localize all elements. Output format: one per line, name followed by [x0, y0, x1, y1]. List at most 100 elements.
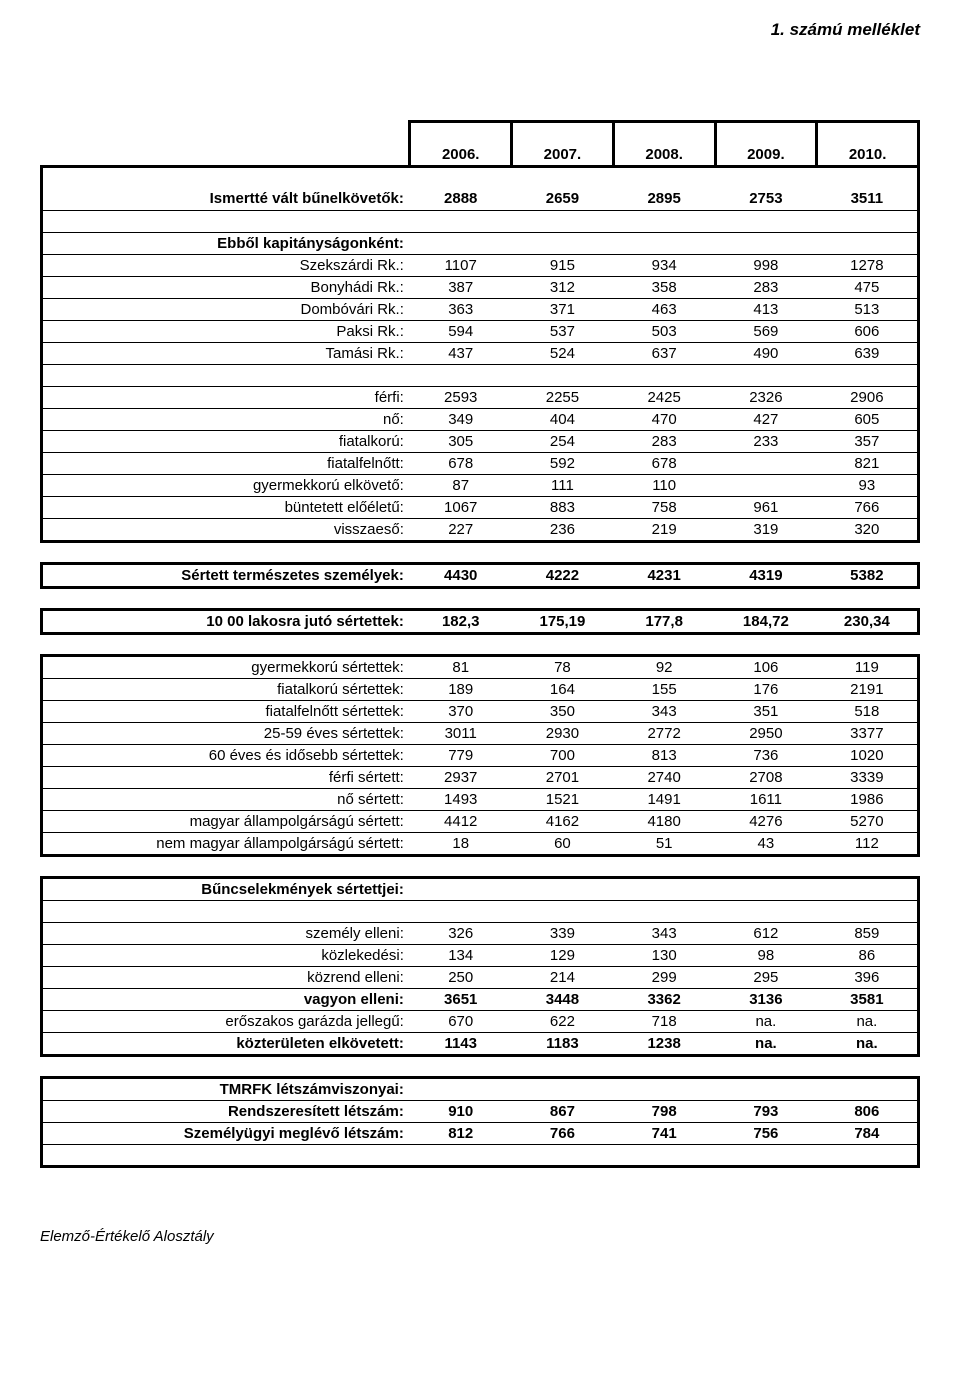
row-cell: 283 — [715, 276, 817, 298]
row-cell: 2937 — [410, 766, 512, 788]
row-cell: 859 — [817, 922, 919, 944]
row-cell: 233 — [715, 430, 817, 452]
row-cell: 821 — [817, 452, 919, 474]
row-cell: 1491 — [613, 788, 715, 810]
row-cell: 343 — [613, 700, 715, 722]
row-cell: 622 — [512, 1010, 614, 1032]
table-row: nő:349404470427605 — [42, 408, 919, 430]
row-label: visszaeső: — [42, 518, 410, 541]
row-cell: 254 — [512, 430, 614, 452]
row-cell: 784 — [817, 1122, 919, 1144]
row-label: Dombóvári Rk.: — [42, 298, 410, 320]
row-cell: 339 — [512, 922, 614, 944]
spacer-row — [42, 633, 919, 655]
table-row: visszaeső:227236219319320 — [42, 518, 919, 541]
table-row: nem magyar állampolgárságú sértett:18605… — [42, 832, 919, 855]
row-cell: 2593 — [410, 386, 512, 408]
page-title: 1. számú melléklet — [40, 20, 920, 40]
row-cell: 227 — [410, 518, 512, 541]
row-cell: 2659 — [512, 188, 614, 210]
row-cell — [715, 474, 817, 496]
row-cell: 2701 — [512, 766, 614, 788]
row-cell: 4412 — [410, 810, 512, 832]
row-cell: 2930 — [512, 722, 614, 744]
row-cell: 4430 — [410, 563, 512, 587]
row-cell: 741 — [613, 1122, 715, 1144]
row-label: magyar állampolgárságú sértett: — [42, 810, 410, 832]
row-cell: 592 — [512, 452, 614, 474]
row-cell: 678 — [410, 452, 512, 474]
table-row: Szekszárdi Rk.:11079159349981278 — [42, 254, 919, 276]
row-cell: 3011 — [410, 722, 512, 744]
row-label: fiatalfelnőtt: — [42, 452, 410, 474]
row-cell: 2950 — [715, 722, 817, 744]
row-cell: 1067 — [410, 496, 512, 518]
footer-text: Elemző-Értékelő Alosztály — [40, 1228, 920, 1245]
table-row: büntetett előéletű:1067883758961766 — [42, 496, 919, 518]
row-cell: 637 — [613, 342, 715, 364]
row-cell: 175,19 — [512, 609, 614, 633]
spacer-row — [42, 210, 919, 232]
row-cell: 437 — [410, 342, 512, 364]
row-cell: 793 — [715, 1100, 817, 1122]
row-label: nem magyar állampolgárságú sértett: — [42, 832, 410, 855]
row-cell: 370 — [410, 700, 512, 722]
row-label: 60 éves és idősebb sértettek: — [42, 744, 410, 766]
row-label: Tamási Rk.: — [42, 342, 410, 364]
table-header-top — [42, 122, 919, 144]
table-row: Rendszeresített létszám:910867798793806 — [42, 1100, 919, 1122]
table-row: személy elleni:326339343612859 — [42, 922, 919, 944]
row-cell: 18 — [410, 832, 512, 855]
row-label: Szekszárdi Rk.: — [42, 254, 410, 276]
row-cell: 3362 — [613, 988, 715, 1010]
table-row: Ebből kapitányságonként: — [42, 232, 919, 254]
row-cell: 119 — [817, 655, 919, 678]
row-label: TMRFK létszámviszonyai: — [42, 1077, 410, 1100]
row-cell: 404 — [512, 408, 614, 430]
row-cell: 1238 — [613, 1032, 715, 1055]
row-cell: 3448 — [512, 988, 614, 1010]
spacer-row — [42, 855, 919, 877]
row-cell: na. — [817, 1032, 919, 1055]
spacer-row — [42, 587, 919, 609]
spacer-row — [42, 166, 919, 188]
row-cell: 106 — [715, 655, 817, 678]
row-cell: 5270 — [817, 810, 919, 832]
row-cell: 1611 — [715, 788, 817, 810]
row-cell: 387 — [410, 276, 512, 298]
row-cell: 230,34 — [817, 609, 919, 633]
row-cell: 189 — [410, 678, 512, 700]
row-cell: 3581 — [817, 988, 919, 1010]
row-cell: 1020 — [817, 744, 919, 766]
table-row: fiatalkorú sértettek:1891641551762191 — [42, 678, 919, 700]
spacer-row — [42, 541, 919, 563]
row-cell: 1107 — [410, 254, 512, 276]
row-cell: 86 — [817, 944, 919, 966]
row-cell: 779 — [410, 744, 512, 766]
row-label: Személyügyi meglévő létszám: — [42, 1122, 410, 1144]
table-row: fiatalfelnőtt:678592678821 — [42, 452, 919, 474]
table-row: Bűncselekmények sértettjei: — [42, 877, 919, 900]
row-cell: 3339 — [817, 766, 919, 788]
row-label: gyermekkorú elkövető: — [42, 474, 410, 496]
row-cell: na. — [715, 1032, 817, 1055]
row-cell: 326 — [410, 922, 512, 944]
row-cell: 594 — [410, 320, 512, 342]
row-label: Paksi Rk.: — [42, 320, 410, 342]
row-cell: 81 — [410, 655, 512, 678]
table-row: TMRFK létszámviszonyai: — [42, 1077, 919, 1100]
row-cell: na. — [715, 1010, 817, 1032]
row-cell: 503 — [613, 320, 715, 342]
row-cell: 43 — [715, 832, 817, 855]
row-label: közterületen elkövetett: — [42, 1032, 410, 1055]
row-label: erőszakos garázda jellegű: — [42, 1010, 410, 1032]
row-label: 10 00 lakosra jutó sértettek: — [42, 609, 410, 633]
row-cell: 250 — [410, 966, 512, 988]
row-cell: 1143 — [410, 1032, 512, 1055]
row-cell: 98 — [715, 944, 817, 966]
row-label: fiatalkorú: — [42, 430, 410, 452]
row-label: közrend elleni: — [42, 966, 410, 988]
year-cell: 2009. — [715, 144, 817, 167]
row-cell: 475 — [817, 276, 919, 298]
row-cell: 349 — [410, 408, 512, 430]
